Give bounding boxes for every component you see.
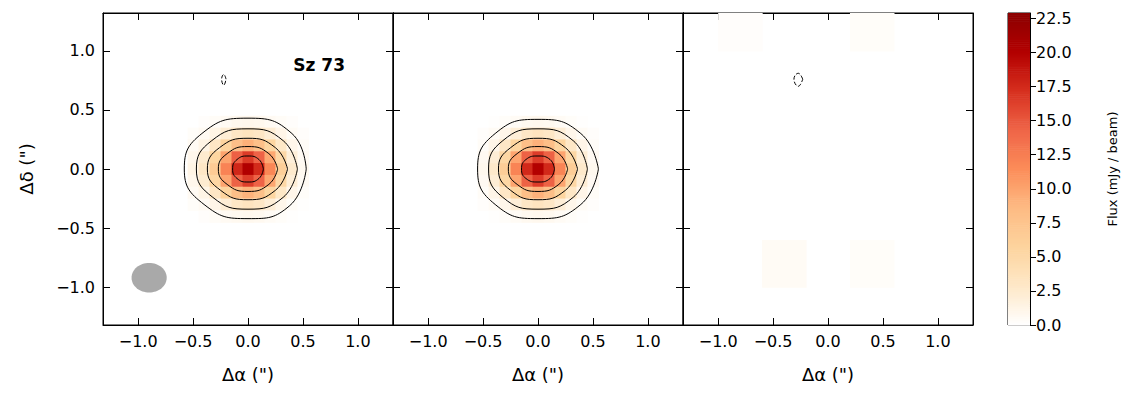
svg-text:20.0: 20.0 — [1036, 43, 1072, 62]
svg-text:Δα ("): Δα (") — [222, 364, 274, 385]
svg-text:10.0: 10.0 — [1036, 179, 1072, 198]
svg-text:1.0: 1.0 — [70, 41, 95, 60]
svg-text:0.5: 0.5 — [70, 100, 95, 119]
svg-text:1.0: 1.0 — [925, 332, 950, 351]
svg-text:0.0: 0.0 — [525, 332, 550, 351]
svg-text:0.0: 0.0 — [815, 332, 840, 351]
svg-text:−1.0: −1.0 — [409, 332, 448, 351]
svg-text:22.5: 22.5 — [1036, 9, 1072, 28]
svg-text:1.0: 1.0 — [635, 332, 660, 351]
svg-text:1.0: 1.0 — [345, 332, 370, 351]
svg-text:Δα ("): Δα (") — [512, 364, 564, 385]
svg-text:0.0: 0.0 — [1036, 316, 1061, 335]
svg-text:17.5: 17.5 — [1036, 77, 1072, 96]
svg-text:Sz 73: Sz 73 — [293, 55, 345, 75]
svg-text:0.5: 0.5 — [290, 332, 315, 351]
svg-text:15.0: 15.0 — [1036, 111, 1072, 130]
svg-text:5.0: 5.0 — [1036, 247, 1061, 266]
svg-text:−0.5: −0.5 — [56, 219, 95, 238]
svg-text:−1.0: −1.0 — [56, 278, 95, 297]
svg-text:Flux (mJy / beam): Flux (mJy / beam) — [1105, 111, 1120, 226]
svg-text:0.0: 0.0 — [70, 160, 95, 179]
svg-text:−0.5: −0.5 — [754, 332, 793, 351]
svg-text:7.5: 7.5 — [1036, 213, 1061, 232]
svg-text:−1.0: −1.0 — [699, 332, 738, 351]
svg-text:−1.0: −1.0 — [119, 332, 158, 351]
svg-text:2.5: 2.5 — [1036, 281, 1061, 300]
svg-text:−0.5: −0.5 — [174, 332, 213, 351]
svg-text:Δδ ("): Δδ (") — [16, 143, 37, 194]
svg-text:0.5: 0.5 — [580, 332, 605, 351]
svg-text:12.5: 12.5 — [1036, 145, 1072, 164]
svg-text:Δα ("): Δα (") — [802, 364, 854, 385]
svg-text:0.5: 0.5 — [870, 332, 895, 351]
svg-text:−0.5: −0.5 — [464, 332, 503, 351]
svg-text:0.0: 0.0 — [235, 332, 260, 351]
